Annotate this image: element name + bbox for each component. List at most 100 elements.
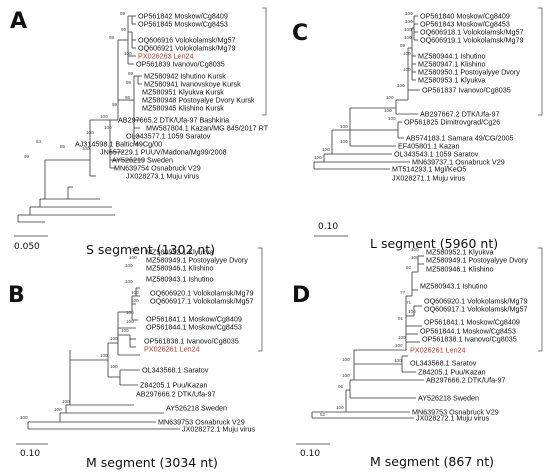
panel-d-taxon: AB297666.2 DTK/Ufa-97 <box>426 376 506 385</box>
panel-b-taxon-highlight: PX026261 Len24 <box>144 345 200 354</box>
panel-d-bootstrap: 100 <box>408 309 416 314</box>
panel-b-bootstrap: 100 <box>54 407 62 412</box>
panel-a-branches <box>14 7 267 237</box>
panel-b-bootstrap: 100 <box>20 415 28 420</box>
panel-d-taxon: OQ606920.1 Volokolamsk/Mg79 <box>424 297 527 306</box>
panel-b-taxon: MZ580946.1 Klishino <box>146 264 214 273</box>
panel-d-taxon: OP561838.1 Ivanovo/Cg8035 <box>422 335 517 344</box>
panel-c-taxon: AB297667.2 DTK/Ufa-97 <box>420 110 500 119</box>
panel-d-taxon: OP561841.1 Moskow/Cg8409 <box>424 318 520 327</box>
panel-b-bootstrap: 100 <box>125 263 133 268</box>
panel-c-taxon: MZ580950.1 Postoyalyye Dvory <box>418 68 520 77</box>
panel-a-taxon: MZ580942 Ishutino Kursk <box>144 72 226 81</box>
panel-c-bootstrap: 100 <box>397 83 405 88</box>
panel-c-taxon: OP561843 Moskow/Cg8453 <box>420 20 510 29</box>
panel-b-bootstrap: 100 <box>110 364 118 369</box>
panel-a-taxon: MZ580951 Klyukva Kursk <box>142 88 224 97</box>
panel-d-taxon: JX028272.1 Muju virus <box>416 414 490 423</box>
panel-c-taxon: OQ606918.1 Volokolamsk/Mg57 <box>420 28 523 37</box>
panel-d-taxon: MZ580949.1 Postoyalyye Dvory <box>426 256 528 265</box>
panel-a-bootstrap: 100 <box>82 146 90 151</box>
panel-c-bootstrap: 100 <box>388 116 396 121</box>
panel-a-bootstrap: 86 <box>60 144 66 149</box>
panel-b-bootstrap: 100 <box>100 353 108 358</box>
panel-d-bootstrap: 92 <box>406 265 412 270</box>
panel-c-taxon: MT514293.1 Mgl/KeO5 <box>392 165 466 174</box>
panel-c-bootstrap: 100 <box>403 51 411 56</box>
panel-b-bootstrap: 100 <box>131 290 139 295</box>
panel-a-s-segment-tree: A <box>10 7 269 257</box>
panel-c-taxon: OP561840 Moskow/Cg8409 <box>420 12 510 21</box>
panel-c-bootstrap: 100 <box>340 139 348 144</box>
panel-c-scale-label: 0.10 <box>318 222 338 232</box>
panel-b-bootstrap: 100 <box>110 336 118 341</box>
panel-d-taxon: MZ580952.1 Klyukva <box>426 248 494 257</box>
panel-d-title: M segment (867 nt) <box>370 454 494 469</box>
panel-a-taxon: AJ314598.1 Baltic/49Cg/00 <box>75 140 162 149</box>
panel-d-bootstrap: 91 <box>398 316 404 321</box>
panel-d-bootstrap: 100 <box>411 255 419 260</box>
panel-d-bootstrap: 100 <box>336 405 344 410</box>
panel-a-bootstrap: 100 <box>104 125 112 130</box>
panel-c-bootstrap: 100 <box>405 11 413 16</box>
panel-a-bootstrap: 99 <box>126 80 132 85</box>
panel-a-bootstrap: 64 <box>36 139 42 144</box>
panel-a-taxon: MZ580945 Klishino Kursk <box>142 104 224 113</box>
panel-b-taxon: OP561844.1 Moskow/Cg8453 <box>146 323 242 332</box>
panel-a-taxon: OP561842 Moskow/Cg8409 <box>138 12 228 21</box>
panel-d-taxon: OQ606917.1 Volokolamsk/Mg57 <box>424 305 527 314</box>
panel-d-scale-label: 0.10 <box>300 449 320 459</box>
panel-c-bootstrap: 100 <box>386 95 394 100</box>
panel-d-bootstrap: 100 <box>398 335 406 340</box>
panel-d-taxon: OL343568.1 Saratov <box>410 359 477 368</box>
panel-a-bootstrap: 99 <box>120 11 126 16</box>
panel-c-bootstrap: 100 <box>404 27 412 32</box>
panel-b-taxon: OQ606917.1 Volokolamsk/Mg57 <box>150 297 253 306</box>
panel-a-taxon: AY526219 Sweden <box>112 156 173 165</box>
panel-c-l-segment-tree: C <box>292 7 543 251</box>
panel-b-taxon: MZ580949.1 Postoyalyye Dvory <box>146 256 248 265</box>
panel-a-taxon: OQ606916 Volokolamsk/Mg57 <box>138 36 236 45</box>
panel-c-bootstrap: 100 <box>403 67 411 72</box>
panel-b-branches <box>16 247 263 445</box>
panel-a-taxon: MW587804.1 Kazan/MG 845/2017 RT <box>146 124 269 133</box>
panel-b-bootstrap: 100 <box>126 319 134 324</box>
panel-a-taxon: OP561845 Moskow/Cg8453 <box>138 20 228 29</box>
panel-b-bootstrap: 100 <box>131 298 139 303</box>
panel-c-bootstrap: 100 <box>314 155 322 160</box>
panel-d-branches <box>296 247 543 445</box>
panel-c-bootstrap: 99 <box>400 43 406 48</box>
panel-a-taxon: MZ580948 Postoyalye Dvory Kursk <box>142 96 255 105</box>
panel-b-scale-label: 0.10 <box>20 449 40 459</box>
panel-c-taxon: OP561825 Dimitrovgrad/Cg26 <box>404 118 500 127</box>
panel-b-taxon: MZ580943.1 Ishutino <box>146 275 214 284</box>
panel-a-taxon: OQ606921 Volokolamsk/Mg79 <box>138 44 236 53</box>
panel-b-taxon: OP561841.1 Moskow/Cg8409 <box>146 315 242 324</box>
panel-d-bootstrap: 71 <box>406 300 412 305</box>
panel-a-taxon: AB297665.2 DTK/Ufa-97 Bashkiria <box>118 116 229 125</box>
panel-b-taxon: AY526218 Sweden <box>166 404 227 413</box>
panel-a-bootstrap: 99 <box>24 154 30 159</box>
panel-b-taxon: OQ606920.1 Volokolamsk/Mg79 <box>150 289 253 298</box>
panel-d-bootstrap: 100 <box>411 247 419 252</box>
panel-d-bootstrap: 100 <box>395 343 403 348</box>
panel-d-bootstrap: 77 <box>400 290 406 295</box>
panel-c-taxon: MZ580947.1 Klishino <box>418 60 486 69</box>
panel-b-taxon: Z84205.1 Puu/Kazan <box>140 381 208 390</box>
panel-a-title: S segment (1302 nt) <box>86 242 215 257</box>
panel-a-bootstrap: 95 <box>125 95 131 100</box>
panel-d-bootstrap: 96 <box>338 384 344 389</box>
panel-b-bootstrap: 100 <box>125 279 133 284</box>
panel-b-taxon: OL343568.1 Saratov <box>142 366 209 375</box>
panel-c-taxon: OL343543.1 1059 Saratov <box>394 150 479 159</box>
panel-a-bootstrap: 100 <box>124 51 132 56</box>
panel-c-title: L segment (5960 nt) <box>370 236 498 251</box>
panel-b-taxon: MN639753 Osnabruck V29 <box>158 418 245 427</box>
panel-a-letter: A <box>10 9 27 34</box>
panel-b-m-segment-tree: B <box>8 247 263 470</box>
panel-b-title: M segment (3034 nt) <box>86 455 218 470</box>
panel-c-bootstrap: 100 <box>405 19 413 24</box>
panel-c-letter: C <box>292 21 308 46</box>
panel-b-taxon: JX028272.1 Muju virus <box>182 425 256 434</box>
panel-a-taxon: MZ580941 Ivanovskoye Kursk <box>144 80 241 89</box>
